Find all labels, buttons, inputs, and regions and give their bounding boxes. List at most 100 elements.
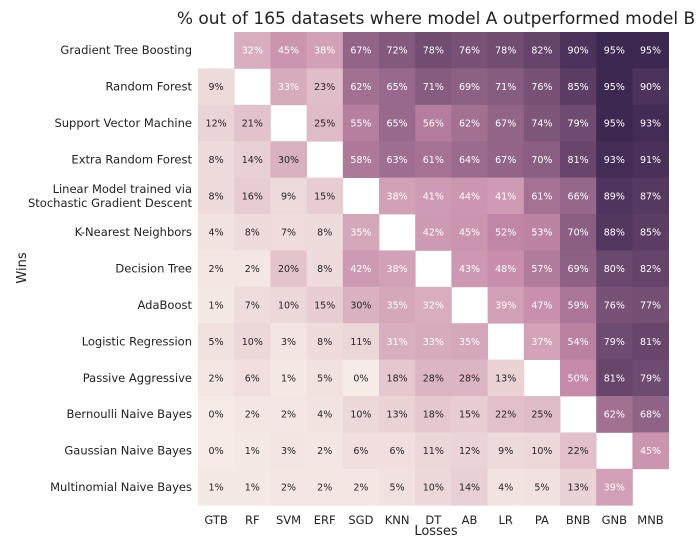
heatmap-cell — [415, 32, 452, 69]
row-label: Linear Model trained via — [53, 182, 192, 196]
cell-value-label: 10% — [350, 410, 371, 421]
heatmap-cell — [560, 32, 597, 69]
cell-value-label: 55% — [350, 119, 371, 130]
cell-value-label: 9% — [209, 82, 224, 93]
heatmap-cell — [596, 323, 633, 360]
column-label: RF — [245, 513, 260, 527]
cell-value-label: 47% — [531, 301, 552, 312]
column-label: KNN — [385, 513, 410, 527]
cell-value-label: 28% — [459, 373, 480, 384]
cell-value-label: 2% — [317, 483, 332, 494]
cell-value-label: 11% — [350, 337, 371, 348]
heatmap-cell — [523, 177, 561, 215]
heatmap-cell — [306, 396, 344, 433]
heatmap-cell — [560, 468, 597, 506]
heatmap-cells: 32% 45% 38% 67% 72% 78% 76% 78% 82% 90% 95% 95% 9% 33… — [198, 32, 669, 506]
cell-value-label: 82% — [640, 264, 661, 275]
heatmap-cell — [306, 177, 344, 215]
cell-value-label: 4% — [498, 483, 513, 494]
heatmap-cell — [451, 323, 488, 360]
cell-value-label: 81% — [640, 337, 661, 348]
heatmap-cell — [198, 104, 235, 142]
heatmap-cell — [342, 396, 380, 433]
heatmap-cell — [379, 32, 416, 69]
heatmap-cell — [234, 359, 271, 397]
cell-value-label: 7% — [281, 228, 296, 239]
cell-value-label: 67% — [495, 155, 516, 166]
heatmap-cell — [198, 396, 235, 433]
cell-value-label: 15% — [314, 301, 335, 312]
heatmap-cell — [270, 359, 307, 397]
heatmap-cell — [487, 32, 525, 69]
heatmap-cell — [379, 468, 416, 506]
heatmap-cell — [451, 68, 488, 106]
heatmap-cell — [198, 250, 235, 288]
cell-value-label: 80% — [604, 264, 625, 275]
cell-value-label: 39% — [495, 301, 516, 312]
heatmap-cell — [270, 323, 307, 360]
cell-value-label: 2% — [353, 483, 368, 494]
heatmap-cell — [560, 214, 597, 251]
cell-value-label: 91% — [640, 155, 661, 166]
heatmap-cell — [632, 214, 669, 251]
column-label: GNB — [602, 513, 628, 527]
heatmap-cell — [596, 396, 633, 433]
heatmap-cell — [270, 396, 307, 433]
heatmap-cell — [523, 141, 561, 178]
cell-value-label: 2% — [209, 373, 224, 384]
heatmap-cell — [560, 68, 597, 106]
heatmap-cell — [306, 104, 344, 142]
cell-value-label: 71% — [495, 82, 516, 93]
row-label: K-Nearest Neighbors — [75, 225, 192, 239]
cell-value-label: 9% — [498, 446, 513, 457]
heatmap-cell — [596, 250, 633, 288]
cell-value-label: 32% — [242, 46, 263, 57]
cell-value-label: 45% — [278, 46, 299, 57]
cell-value-label: 56% — [423, 119, 444, 130]
heatmap-cell — [596, 104, 633, 142]
cell-value-label: 33% — [278, 82, 299, 93]
heatmap-cell — [415, 323, 452, 360]
cell-value-label: 76% — [531, 82, 552, 93]
cell-value-label: 12% — [459, 446, 480, 457]
cell-value-label: 64% — [459, 155, 480, 166]
heatmap-cell — [306, 432, 344, 470]
cell-value-label: 39% — [604, 483, 625, 494]
heatmap-cell — [487, 468, 525, 506]
row-label: Random Forest — [105, 80, 192, 94]
cell-value-label: 13% — [568, 483, 589, 494]
cell-value-label: 57% — [531, 264, 552, 275]
row-label: Stochastic Gradient Descent — [28, 196, 192, 210]
heatmap-cell — [560, 250, 597, 288]
heatmap-cell — [270, 250, 307, 288]
heatmap-cell — [632, 32, 669, 69]
x-axis-title: Losses — [414, 524, 458, 539]
heatmap-cell — [379, 68, 416, 106]
cell-value-label: 1% — [245, 483, 260, 494]
cell-value-label: 2% — [209, 264, 224, 275]
cell-value-label: 61% — [531, 191, 552, 202]
cell-value-label: 85% — [568, 82, 589, 93]
cell-value-label: 76% — [459, 46, 480, 57]
heatmap-cell — [379, 141, 416, 178]
heatmap-cell — [198, 68, 235, 106]
heatmap-cell — [234, 468, 271, 506]
row-label: Decision Tree — [115, 262, 192, 276]
column-label: MNB — [637, 513, 664, 527]
cell-value-label: 28% — [423, 373, 444, 384]
heatmap-cell — [342, 286, 380, 324]
cell-value-label: 95% — [604, 46, 625, 57]
cell-value-label: 66% — [568, 191, 589, 202]
heatmap-cell — [487, 396, 525, 433]
heatmap-cell — [632, 396, 669, 433]
heatmap-cell — [379, 177, 416, 215]
cell-value-label: 15% — [314, 191, 335, 202]
heatmap-cell — [306, 214, 344, 251]
cell-value-label: 95% — [604, 82, 625, 93]
heatmap-cell — [451, 250, 488, 288]
cell-value-label: 13% — [495, 373, 516, 384]
cell-value-label: 2% — [245, 264, 260, 275]
heatmap-cell — [415, 396, 452, 433]
heatmap-cell — [415, 432, 452, 470]
heatmap-cell — [198, 432, 235, 470]
